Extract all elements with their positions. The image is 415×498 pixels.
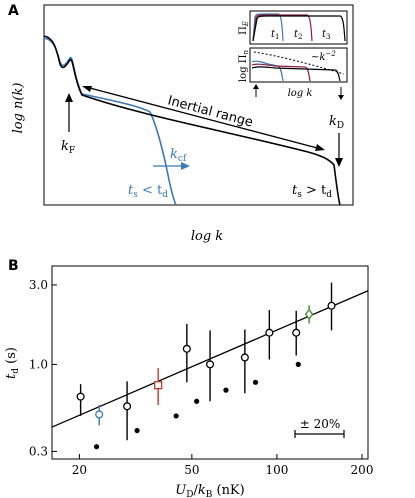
kcf-label: kcf	[170, 147, 187, 164]
kcf-arrow-head-icon	[181, 162, 190, 170]
data-point-filled	[173, 413, 179, 419]
panel-a-label: A	[8, 3, 19, 19]
panel-b-plot: 20 50 100 200 0.3 1.0 3.0	[29, 278, 374, 477]
inset-bottom-ylabel: log Πn	[238, 49, 250, 82]
data-point-open	[240, 353, 249, 362]
inset-down-arrow-head-icon	[338, 95, 344, 100]
kf-arrow-head-icon	[65, 93, 73, 102]
data-point-square	[154, 381, 163, 390]
panel-a-frame	[43, 4, 354, 206]
data-point-filled	[223, 387, 229, 393]
data-point-open	[182, 344, 191, 353]
black-curve	[43, 35, 341, 206]
inset-top-ylabel: ΠE	[238, 21, 250, 35]
panel-b-xlabel: UD/kB (nK)	[175, 483, 244, 498]
inset-t3-label: t3	[322, 29, 331, 41]
blue-curve	[43, 37, 177, 206]
data-point-open	[206, 360, 215, 369]
x-tick-label: 200	[351, 463, 374, 477]
inset-t3-curve	[252, 15, 346, 42]
panel-b-frame	[51, 265, 369, 460]
inset-bottom-red	[251, 63, 311, 82]
data-point-diamond	[304, 308, 314, 320]
inset: t1 t2 t3 ΠE ~k−2 log Πn log k	[238, 10, 348, 100]
inset-t1-curve	[252, 13, 284, 42]
panel-b-ylabel: td (s)	[4, 347, 21, 379]
scale-bar-label: ± 20%	[300, 417, 341, 431]
x-tick-label: 20	[72, 463, 87, 477]
kd-arrow-head-icon	[335, 158, 343, 167]
kd-label: kD	[329, 114, 344, 131]
data-point-filled	[93, 444, 100, 450]
inset-bottom-blue	[251, 60, 284, 82]
inset-scaling-line	[253, 51, 345, 75]
inset-bottom-black	[251, 66, 341, 82]
inset-t1-label: t1	[271, 29, 280, 41]
panel-a-ylabel: log n(k)	[11, 83, 26, 134]
y-tick-label: 1.0	[29, 357, 48, 371]
data-point-open	[327, 301, 336, 310]
panel-b-label: B	[8, 258, 19, 274]
arrow-head-right-icon	[315, 144, 325, 151]
x-tick-label: 100	[265, 463, 288, 477]
data-point-open	[123, 402, 132, 411]
kf-label: kF	[61, 139, 75, 156]
x-tick-label: 50	[184, 463, 199, 477]
data-point-open	[95, 410, 104, 419]
data-point-filled	[252, 379, 259, 385]
arrow-head-left-icon	[82, 86, 92, 92]
data-point-filled	[194, 398, 200, 404]
data-point-filled	[134, 427, 140, 434]
data-point-open	[76, 392, 85, 401]
data-point-open	[292, 328, 301, 337]
data-point-filled	[295, 361, 301, 367]
inset-t2-curve	[252, 14, 313, 42]
panel-a-xlabel: log k	[191, 229, 223, 244]
data-point-open	[265, 328, 274, 337]
ts-lt-td-label: ts < td	[128, 183, 168, 200]
ts-gt-td-label: ts > td	[292, 183, 332, 200]
inset-scaling-label: ~k−2	[311, 50, 336, 63]
inertial-range-arrow	[85, 86, 322, 150]
inset-up-arrow-head-icon	[253, 84, 259, 89]
y-tick-label: 0.3	[29, 444, 48, 458]
y-tick-label: 3.0	[29, 278, 48, 292]
inset-t2-label: t2	[294, 29, 303, 41]
inset-xlabel: log k	[288, 88, 313, 99]
